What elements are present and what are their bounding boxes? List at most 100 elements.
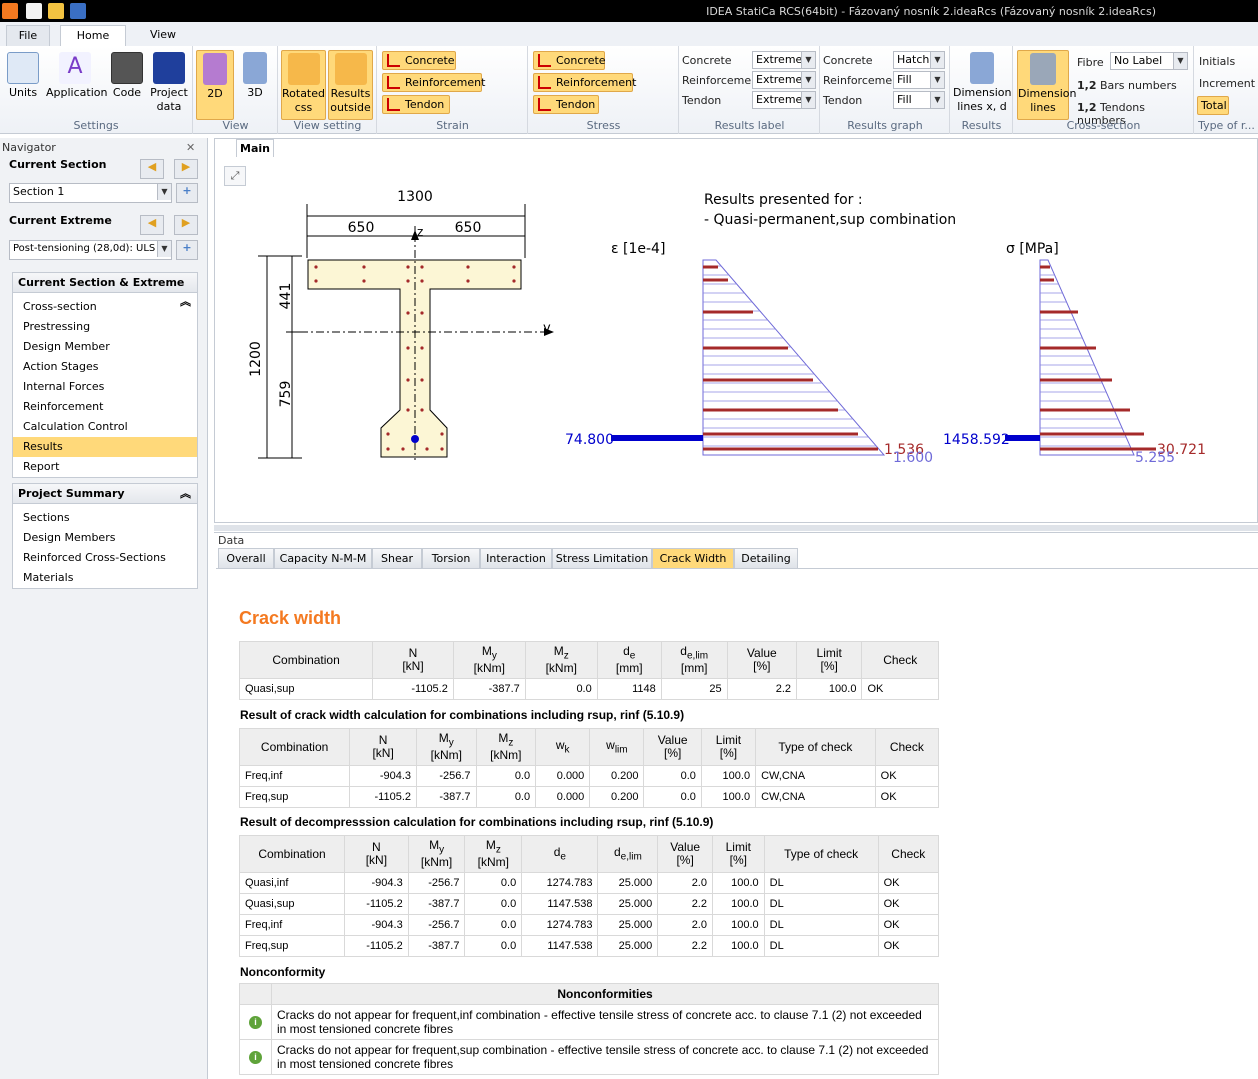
bar-dot	[466, 265, 470, 269]
nav-item-internal-forces[interactable]: Internal Forces	[23, 380, 105, 393]
tab-crack-width[interactable]: Crack Width	[652, 548, 734, 568]
current-section-panel-header[interactable]: Current Section & Extreme ︽	[13, 273, 197, 308]
results-drawing: 1300 650 650 z y 1200 441 759 Results pr…	[248, 189, 1206, 466]
tab-interaction[interactable]: Interaction	[480, 548, 552, 568]
nav-item-report[interactable]: Report	[23, 460, 60, 473]
tab-detailing[interactable]: Detailing	[734, 548, 798, 568]
column-header: Check	[874, 727, 940, 767]
bar-dot	[440, 432, 444, 436]
table-cell: 100.0	[711, 872, 765, 895]
bar-dot	[420, 311, 424, 315]
tab-main[interactable]: Main	[236, 139, 274, 157]
nav-item-design-members[interactable]: Design Members	[23, 531, 116, 544]
add-section-button[interactable]: +	[176, 183, 198, 203]
column-header: My [kNm]	[452, 640, 526, 680]
tab-torsion[interactable]: Torsion	[422, 548, 480, 568]
code-button[interactable]: Code	[106, 50, 148, 120]
initials-button[interactable]: Initials	[1199, 55, 1236, 68]
strain-concrete-button[interactable]: Concrete	[382, 51, 456, 70]
stress-tendon-button[interactable]: Tendon	[533, 95, 599, 114]
nav-item-action-stages[interactable]: Action Stages	[23, 360, 99, 373]
close-icon[interactable]: ✕	[186, 141, 196, 154]
rotated-css-button[interactable]: Rotated css	[281, 50, 326, 120]
table-cell: OK	[861, 678, 939, 701]
2d-button[interactable]: 2D	[196, 50, 234, 120]
nav-item-prestressing[interactable]: Prestressing	[23, 320, 91, 333]
results-label-tendon-select[interactable]: Extreme ▼	[752, 91, 816, 109]
tab-home[interactable]: Home	[60, 25, 126, 47]
fibre-select[interactable]: No Label ▼	[1110, 52, 1188, 70]
results-label-concrete-select[interactable]: Extreme ▼	[752, 51, 816, 69]
strain-bars	[703, 265, 878, 451]
table-cell: -387.7	[407, 893, 466, 916]
tab-shear[interactable]: Shear	[372, 548, 422, 568]
results-outside-button[interactable]: Results outside	[328, 50, 373, 120]
tab-file[interactable]: File	[6, 25, 50, 47]
increment-button[interactable]: Increment	[1199, 77, 1256, 90]
tab-view[interactable]: View	[149, 28, 177, 41]
nav-item-results[interactable]: Results	[13, 437, 197, 457]
dim-left-width: 650	[348, 220, 375, 236]
splitter[interactable]	[214, 525, 1258, 531]
stress-hatch	[1040, 265, 1131, 447]
bar-dot	[420, 279, 424, 283]
bars-numbers-toggle[interactable]: 1,2 Bars numbers	[1077, 79, 1177, 92]
dim-total-height: 1200	[248, 341, 264, 377]
bar-dot	[362, 265, 366, 269]
table-cell: 1147.538	[521, 935, 599, 958]
add-extreme-button[interactable]: +	[176, 240, 198, 260]
nav-item-cross-section[interactable]: Cross-section	[23, 300, 97, 313]
tab-stress-limitation[interactable]: Stress Limitation	[552, 548, 652, 568]
next-extreme-button[interactable]: ▶	[174, 215, 198, 235]
table-cell: DL	[763, 935, 879, 958]
nav-item-sections[interactable]: Sections	[23, 511, 70, 524]
dimension-lines-button[interactable]: Dimension lines	[1017, 50, 1076, 120]
prev-extreme-button[interactable]: ◀	[140, 215, 164, 235]
nav-item-reinforced-cross-sections[interactable]: Reinforced Cross-Sections	[23, 551, 166, 564]
tab-capacity[interactable]: Capacity N-M-M	[274, 548, 372, 568]
next-section-button[interactable]: ▶	[174, 159, 198, 179]
type-group-label: Type of r...	[1198, 119, 1255, 132]
results-graph-reinforcement-select[interactable]: Fill ▼	[893, 71, 945, 89]
current-section-select[interactable]: Section 1 ▼	[9, 183, 172, 203]
column-header: Mz [kNm]	[524, 640, 598, 680]
results-graph-tendon-label: Tendon	[823, 94, 863, 107]
results-graph-concrete-label: Concrete	[823, 54, 873, 67]
nav-item-calculation-control[interactable]: Calculation Control	[23, 420, 128, 433]
current-section-panel: Current Section & Extreme ︽ Cross-section…	[12, 272, 198, 478]
open-folder-icon[interactable]	[48, 3, 64, 19]
application-button[interactable]: A Application	[46, 52, 108, 99]
table-cell: Freq,sup	[238, 786, 351, 809]
table-cell: 100.0	[711, 893, 765, 916]
total-button[interactable]: Total	[1197, 96, 1229, 115]
fullscreen-icon[interactable]: ⤢	[224, 166, 246, 186]
project-data-button[interactable]: Project data	[148, 50, 190, 120]
table-cell: 0.0	[643, 786, 702, 809]
nav-item-design-member[interactable]: Design Member	[23, 340, 110, 353]
nav-item-reinforcement[interactable]: Reinforcement	[23, 400, 104, 413]
current-extreme-select[interactable]: Post-tensioning (28,0d): ULS ▼	[9, 240, 172, 260]
results-graph-tendon-select[interactable]: Fill ▼	[893, 91, 945, 109]
units-button[interactable]: Units	[2, 50, 44, 120]
table-cell: -256.7	[407, 872, 466, 895]
prev-section-button[interactable]: ◀	[140, 159, 164, 179]
strain-reinforcement-button[interactable]: Reinforcement	[382, 73, 485, 92]
3d-button[interactable]: 3D	[236, 50, 274, 120]
results-label-reinforcement-select[interactable]: Extreme ▼	[752, 71, 816, 89]
stress-reinforcement-button[interactable]: Reinforcement	[533, 73, 636, 92]
strain-tendon-button[interactable]: Tendon	[382, 95, 450, 114]
results-group-label: Results	[961, 119, 1002, 132]
save-icon[interactable]	[70, 3, 86, 19]
results-graph-concrete-select[interactable]: Hatch ▼	[893, 51, 945, 69]
nav-item-materials[interactable]: Materials	[23, 571, 74, 584]
dimension-lines-xd-button[interactable]: Dimension lines x, d	[953, 50, 1011, 120]
table-cell: Freq,inf	[238, 765, 351, 788]
new-file-icon[interactable]	[26, 3, 42, 19]
stress-title: σ [MPa]	[1006, 241, 1059, 257]
table-cell: OK	[877, 893, 940, 916]
project-summary-panel-header[interactable]: Project Summary ︽	[13, 484, 197, 504]
tab-overall[interactable]: Overall	[218, 548, 274, 568]
table-cell: OK	[877, 935, 940, 958]
stress-concrete-button[interactable]: Concrete	[533, 51, 606, 70]
tendons-numbers-toggle[interactable]: 1,2 Tendons numbers	[1077, 101, 1146, 127]
